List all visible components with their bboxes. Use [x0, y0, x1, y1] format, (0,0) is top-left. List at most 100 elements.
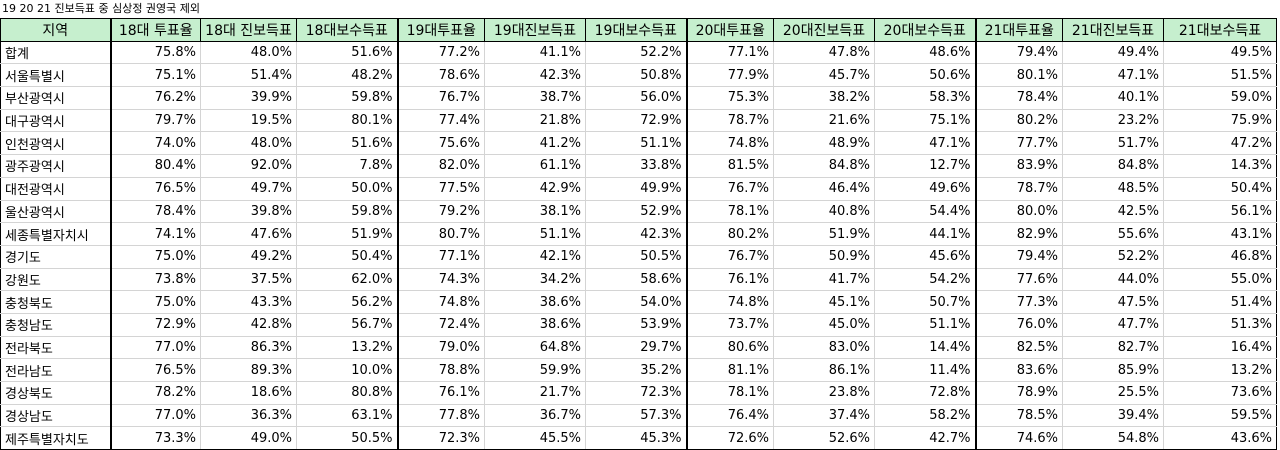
- value-cell[interactable]: 76.1%: [397, 381, 485, 405]
- value-cell[interactable]: 76.5%: [110, 176, 201, 201]
- value-cell[interactable]: 36.7%: [484, 403, 586, 428]
- value-cell[interactable]: 84.8%: [1062, 154, 1164, 178]
- region-cell[interactable]: 충청남도: [0, 312, 112, 337]
- value-cell[interactable]: 76.7%: [686, 244, 774, 269]
- value-cell[interactable]: 77.2%: [397, 40, 485, 65]
- column-header[interactable]: 19대투표율: [397, 18, 485, 42]
- value-cell[interactable]: 82.9%: [975, 222, 1063, 246]
- value-cell[interactable]: 85.9%: [1062, 358, 1164, 382]
- value-cell[interactable]: 47.6%: [200, 222, 297, 246]
- region-cell[interactable]: 경상남도: [0, 403, 112, 428]
- value-cell[interactable]: 16.4%: [1163, 335, 1277, 360]
- column-header[interactable]: 18대보수득표: [296, 18, 399, 42]
- value-cell[interactable]: 18.6%: [200, 381, 297, 405]
- value-cell[interactable]: 77.8%: [397, 403, 485, 428]
- value-cell[interactable]: 41.2%: [484, 131, 586, 156]
- value-cell[interactable]: 43.3%: [200, 290, 297, 314]
- value-cell[interactable]: 39.8%: [200, 199, 297, 224]
- value-cell[interactable]: 34.2%: [484, 267, 586, 292]
- value-cell[interactable]: 72.3%: [585, 381, 688, 405]
- value-cell[interactable]: 56.1%: [1163, 199, 1277, 224]
- value-cell[interactable]: 58.3%: [874, 86, 977, 110]
- value-cell[interactable]: 78.7%: [686, 108, 774, 133]
- value-cell[interactable]: 47.1%: [874, 131, 977, 156]
- value-cell[interactable]: 56.0%: [585, 86, 688, 110]
- value-cell[interactable]: 52.2%: [1062, 244, 1164, 269]
- value-cell[interactable]: 72.6%: [686, 426, 774, 450]
- value-cell[interactable]: 76.7%: [397, 86, 485, 110]
- value-cell[interactable]: 73.8%: [110, 267, 201, 292]
- value-cell[interactable]: 78.9%: [975, 381, 1063, 405]
- value-cell[interactable]: 75.3%: [686, 86, 774, 110]
- value-cell[interactable]: 45.6%: [874, 244, 977, 269]
- value-cell[interactable]: 78.5%: [975, 403, 1063, 428]
- value-cell[interactable]: 7.8%: [296, 154, 399, 178]
- value-cell[interactable]: 82.0%: [397, 154, 485, 178]
- column-header[interactable]: 21대진보득표: [1062, 18, 1164, 42]
- region-cell[interactable]: 대전광역시: [0, 176, 112, 201]
- value-cell[interactable]: 75.0%: [110, 290, 201, 314]
- value-cell[interactable]: 53.9%: [585, 312, 688, 337]
- value-cell[interactable]: 42.8%: [200, 312, 297, 337]
- value-cell[interactable]: 78.1%: [686, 381, 774, 405]
- value-cell[interactable]: 52.2%: [585, 40, 688, 65]
- value-cell[interactable]: 72.4%: [397, 312, 485, 337]
- value-cell[interactable]: 74.8%: [686, 290, 774, 314]
- value-cell[interactable]: 56.2%: [296, 290, 399, 314]
- value-cell[interactable]: 73.7%: [686, 312, 774, 337]
- region-cell[interactable]: 광주광역시: [0, 154, 112, 178]
- region-cell[interactable]: 대구광역시: [0, 108, 112, 133]
- value-cell[interactable]: 38.1%: [484, 199, 586, 224]
- value-cell[interactable]: 80.6%: [686, 335, 774, 360]
- value-cell[interactable]: 40.1%: [1062, 86, 1164, 110]
- value-cell[interactable]: 75.1%: [874, 108, 977, 133]
- value-cell[interactable]: 48.5%: [1062, 176, 1164, 201]
- value-cell[interactable]: 76.7%: [686, 176, 774, 201]
- value-cell[interactable]: 42.7%: [874, 426, 977, 450]
- value-cell[interactable]: 62.0%: [296, 267, 399, 292]
- value-cell[interactable]: 48.2%: [296, 63, 399, 88]
- value-cell[interactable]: 23.8%: [773, 381, 875, 405]
- value-cell[interactable]: 43.1%: [1163, 222, 1277, 246]
- value-cell[interactable]: 50.6%: [874, 63, 977, 88]
- value-cell[interactable]: 83.0%: [773, 335, 875, 360]
- value-cell[interactable]: 82.5%: [975, 335, 1063, 360]
- value-cell[interactable]: 43.6%: [1163, 426, 1277, 450]
- value-cell[interactable]: 46.4%: [773, 176, 875, 201]
- value-cell[interactable]: 72.9%: [110, 312, 201, 337]
- value-cell[interactable]: 84.8%: [773, 154, 875, 178]
- value-cell[interactable]: 48.6%: [874, 40, 977, 65]
- value-cell[interactable]: 47.2%: [1163, 131, 1277, 156]
- value-cell[interactable]: 63.1%: [296, 403, 399, 428]
- value-cell[interactable]: 74.8%: [397, 290, 485, 314]
- value-cell[interactable]: 56.7%: [296, 312, 399, 337]
- region-cell[interactable]: 서울특별시: [0, 63, 112, 88]
- value-cell[interactable]: 51.6%: [296, 40, 399, 65]
- value-cell[interactable]: 39.4%: [1062, 403, 1164, 428]
- value-cell[interactable]: 42.3%: [585, 222, 688, 246]
- value-cell[interactable]: 61.1%: [484, 154, 586, 178]
- value-cell[interactable]: 49.4%: [1062, 40, 1164, 65]
- value-cell[interactable]: 49.2%: [200, 244, 297, 269]
- value-cell[interactable]: 55.6%: [1062, 222, 1164, 246]
- value-cell[interactable]: 35.2%: [585, 358, 688, 382]
- value-cell[interactable]: 40.8%: [773, 199, 875, 224]
- value-cell[interactable]: 42.5%: [1062, 199, 1164, 224]
- value-cell[interactable]: 81.5%: [686, 154, 774, 178]
- value-cell[interactable]: 78.7%: [975, 176, 1063, 201]
- region-cell[interactable]: 합계: [0, 40, 112, 65]
- value-cell[interactable]: 79.7%: [110, 108, 201, 133]
- value-cell[interactable]: 42.1%: [484, 244, 586, 269]
- column-header[interactable]: 21대투표율: [975, 18, 1063, 42]
- value-cell[interactable]: 75.1%: [110, 63, 201, 88]
- value-cell[interactable]: 64.8%: [484, 335, 586, 360]
- value-cell[interactable]: 51.3%: [1163, 312, 1277, 337]
- value-cell[interactable]: 52.9%: [585, 199, 688, 224]
- value-cell[interactable]: 79.2%: [397, 199, 485, 224]
- column-header[interactable]: 21대보수득표: [1163, 18, 1277, 42]
- value-cell[interactable]: 78.8%: [397, 358, 485, 382]
- value-cell[interactable]: 44.0%: [1062, 267, 1164, 292]
- value-cell[interactable]: 21.7%: [484, 381, 586, 405]
- value-cell[interactable]: 74.3%: [397, 267, 485, 292]
- value-cell[interactable]: 51.1%: [484, 222, 586, 246]
